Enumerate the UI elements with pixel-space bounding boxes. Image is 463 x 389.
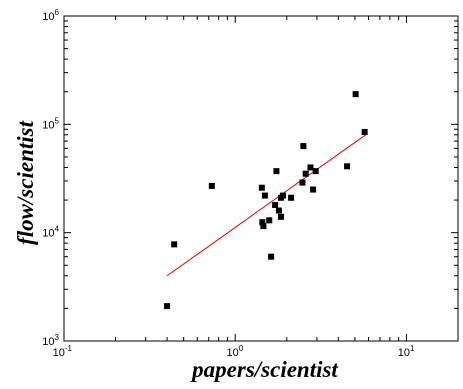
data-point [307,164,314,171]
plot-frame [63,15,459,342]
data-point [275,207,282,214]
data-point [164,303,171,310]
data-point [302,170,309,177]
fit-layer [166,133,368,277]
y-tick-label: 106 [42,8,59,23]
y-tick-label: 103 [42,333,59,348]
data-points [164,91,368,310]
data-point [268,253,275,260]
x-tick-label: 10-1 [53,344,73,359]
data-point [273,168,280,175]
data-point [344,163,351,170]
data-point [279,192,286,199]
data-point [277,213,284,220]
y-tick-label: 104 [42,225,59,240]
data-point [288,194,295,201]
data-point [258,184,265,191]
data-point [352,91,359,98]
x-tick-label: 101 [398,344,415,359]
data-point [260,223,267,230]
data-point [299,179,306,186]
data-point [171,241,178,248]
y-tick-label: 105 [42,116,59,131]
axis-ticks [63,15,459,342]
fit-line [166,133,368,277]
data-point [261,192,268,199]
tick-labels: 10-1 100 101 103 104 105 106 [42,8,415,359]
x-axis-title: papers/scientist [190,357,338,382]
y-axis-title: flow/scientist [13,120,38,245]
data-point [312,168,319,175]
x-tick-label: 100 [227,344,244,359]
data-point [259,219,266,226]
data-point [300,143,307,150]
data-point [361,128,368,135]
data-point [208,182,215,189]
data-point [266,217,273,224]
data-point [310,186,317,193]
data-point [272,202,279,209]
